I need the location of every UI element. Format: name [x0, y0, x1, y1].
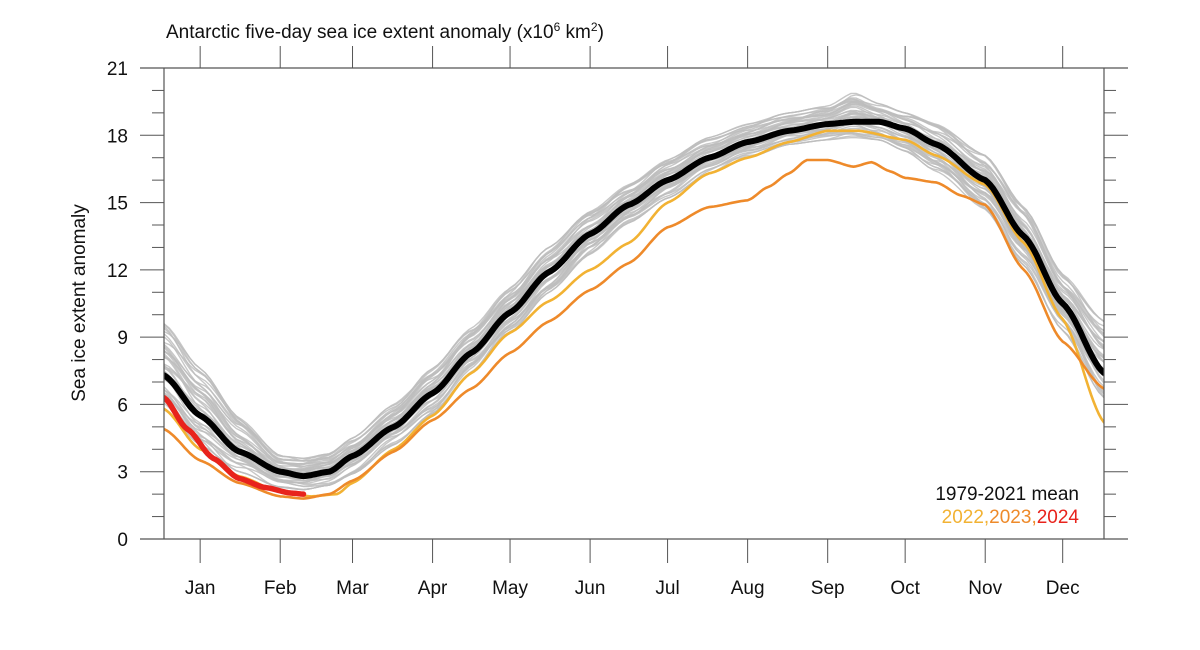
y-tick-label: 18: [107, 126, 128, 147]
y-tick-label: 6: [117, 395, 128, 416]
x-tick-label: Feb: [264, 578, 297, 599]
x-tick-label: Aug: [731, 578, 765, 599]
y-tick-label: 0: [117, 530, 128, 551]
y-tick-label: 12: [107, 261, 128, 282]
historical-year-line: [164, 97, 1104, 460]
legend-year-labels: 2022,2023,2024: [942, 507, 1080, 528]
legend-2022: 2022,: [942, 507, 990, 528]
chart-title: Antarctic five-day sea ice extent anomal…: [166, 20, 604, 43]
x-tick-label: Nov: [968, 578, 1002, 599]
historical-year-line: [164, 92, 1104, 466]
series-line-1979-2021-mean: [164, 118, 1104, 480]
x-tick-label: Jan: [185, 578, 216, 599]
y-tick-label: 15: [107, 194, 128, 215]
legend-mean-label: 1979-2021 mean: [935, 484, 1079, 505]
y-axis-label: Sea ice extent anomaly: [69, 204, 90, 402]
y-tick-label: 9: [117, 328, 128, 349]
plot-area: [164, 92, 1104, 500]
historical-year-line: [164, 135, 1104, 486]
historical-year-line: [164, 103, 1104, 468]
y-tick-label: 21: [107, 59, 128, 80]
legend-2023: 2023,: [989, 507, 1037, 528]
x-tick-label: Sep: [811, 578, 845, 599]
historical-year-line: [164, 129, 1104, 480]
series-line-2023: [164, 158, 1104, 500]
legend-2024: 2024: [1037, 507, 1080, 528]
x-tick-label: Jul: [655, 578, 679, 599]
x-tick-label: May: [492, 578, 528, 599]
x-tick-label: Mar: [336, 578, 369, 599]
x-tick-label: Dec: [1046, 578, 1080, 599]
axes: 0 3 6 9 12 15 18 21 Jan Feb Mar Apr May Jun Jul Aug Sep O…: [107, 46, 1128, 599]
x-tick-label: Apr: [418, 578, 448, 599]
series-group: [164, 92, 1104, 500]
x-tick-label: Oct: [890, 578, 920, 599]
x-tick-label: Jun: [575, 578, 606, 599]
series-line-2024: [164, 394, 307, 497]
historical-year-line: [164, 133, 1104, 491]
legend: 1979-2021 mean 2022,2023,2024: [935, 484, 1079, 528]
historical-year-line: [164, 94, 1104, 462]
y-tick-label: 3: [117, 463, 128, 484]
